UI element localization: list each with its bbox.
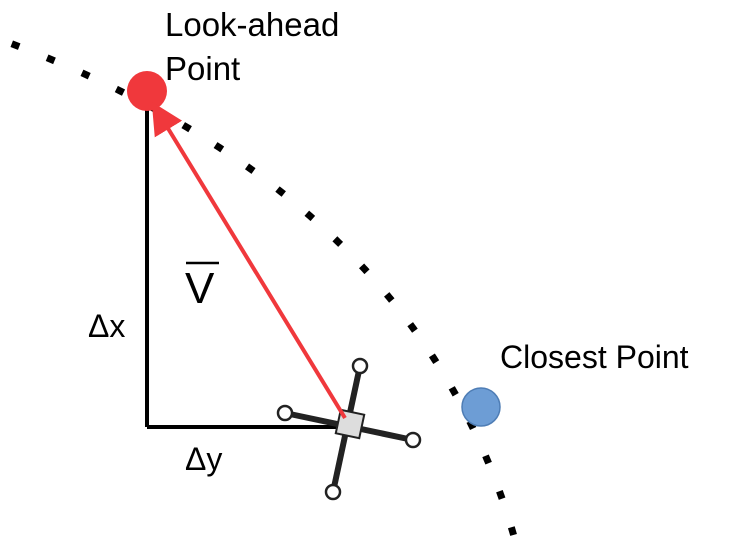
drone-prop	[326, 485, 340, 499]
delta-x-label: Δx	[88, 308, 125, 344]
drone-prop	[353, 359, 367, 373]
vector-label: V	[185, 264, 215, 313]
drone-prop	[278, 406, 292, 420]
look-ahead-point	[127, 71, 167, 111]
drone-prop	[406, 433, 420, 447]
drone-body	[336, 410, 364, 438]
diagram: Look-ahead Point Closest Point Δx Δy V	[0, 0, 731, 545]
closest-point	[462, 388, 500, 426]
delta-y-label: Δy	[185, 441, 222, 477]
path-dots	[15, 45, 515, 540]
look-ahead-label: Point	[165, 50, 240, 87]
closest-label: Closest Point	[500, 339, 689, 375]
look-ahead-label: Look-ahead	[165, 6, 339, 43]
